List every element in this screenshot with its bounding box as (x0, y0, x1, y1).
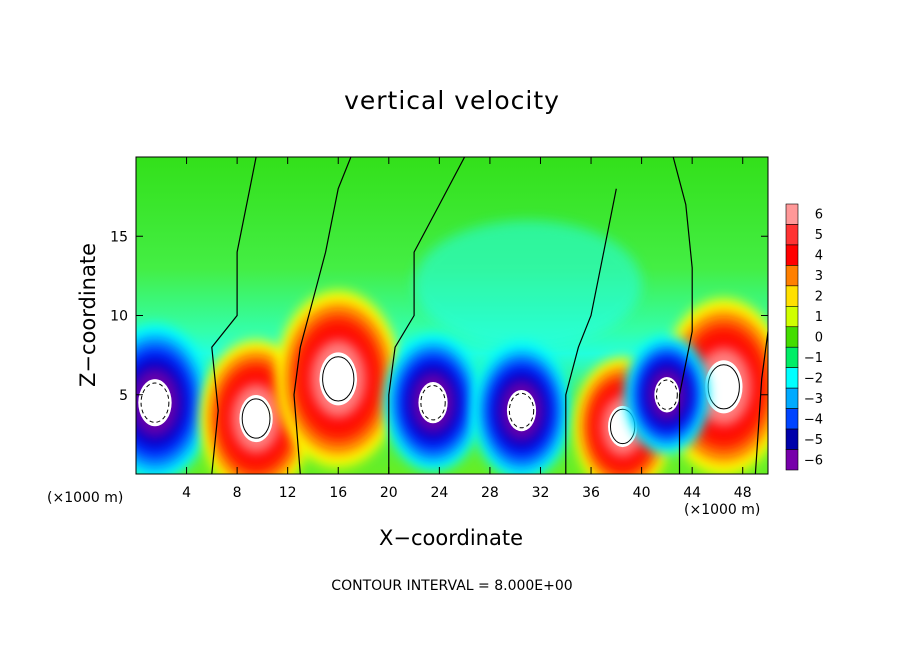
y-tick-label-15: 15 (110, 229, 128, 245)
x-tick-label-44: 44 (683, 485, 701, 501)
colorbar-swatch-2 (785, 285, 799, 307)
x-tick-label-16: 16 (329, 485, 347, 501)
colorbar-label--1: −1 (804, 351, 823, 366)
colorbar-swatch-6 (785, 203, 799, 225)
cell-contour-0 (140, 382, 170, 423)
colorbar-swatch-3 (785, 265, 799, 287)
zero-contour-4 (672, 157, 693, 474)
y-tick-label-10: 10 (110, 309, 128, 325)
cell-up-2 (275, 290, 401, 468)
colorbar-label--6: −6 (804, 453, 823, 468)
x-unit-label-left: (×1000 m) (47, 490, 124, 506)
colorbar-swatch-0 (785, 326, 799, 348)
colorbar-swatch--4 (785, 408, 799, 430)
upper-cyan-region (414, 220, 642, 348)
cell-down-4 (472, 341, 571, 474)
colorbar-label--3: −3 (804, 392, 823, 407)
colorbar-swatch--5 (785, 428, 799, 450)
cell-contour-4 (508, 392, 535, 429)
colorbar-swatch-4 (785, 244, 799, 266)
x-tick-label-8: 8 (233, 485, 242, 501)
contour-interval-note: CONTOUR INTERVAL = 8.000E+00 (331, 578, 573, 594)
colorbar-label-5: 5 (815, 228, 823, 243)
cell-contour-2 (322, 356, 355, 402)
cell-down-7 (625, 335, 709, 454)
colorbar-label-3: 3 (815, 269, 823, 284)
zero-contour-3 (565, 188, 617, 474)
x-tick-label-28: 28 (481, 485, 499, 501)
zero-contour-2 (388, 157, 466, 474)
zero-contour-0 (211, 157, 257, 474)
x-tick-label-12: 12 (279, 485, 297, 501)
cell-down-3 (384, 333, 482, 472)
heatmap-field (136, 157, 768, 474)
colorbar-swatch--2 (785, 367, 799, 389)
x-tick-label-36: 36 (582, 485, 600, 501)
colorbar-swatch-1 (785, 306, 799, 328)
x-tick-label-20: 20 (380, 485, 398, 501)
cell-contour-7 (655, 379, 678, 410)
x-unit-label-right: (×1000 m) (684, 502, 761, 518)
chart-title: vertical velocity (344, 86, 560, 115)
y-tick-label-5: 5 (119, 388, 128, 404)
x-tick-label-24: 24 (430, 485, 448, 501)
x-tick-label-4: 4 (182, 485, 191, 501)
colorbar-label-6: 6 (815, 208, 823, 223)
colorbar-swatch-5 (785, 224, 799, 246)
zero-contour-5 (754, 331, 768, 474)
colorbar-label-2: 2 (815, 290, 823, 305)
colorbar-label--4: −4 (804, 412, 823, 427)
colorbar-label--2: −2 (804, 371, 823, 386)
colorbar-swatch--1 (785, 346, 799, 368)
x-tick-label-32: 32 (532, 485, 550, 501)
colorbar-label-4: 4 (815, 249, 823, 264)
colorbar-label-0: 0 (815, 331, 823, 346)
cell-contour-1 (241, 398, 271, 439)
cell-contour-3 (420, 384, 446, 421)
colorbar-swatch--3 (785, 387, 799, 409)
colorbar-label--5: −5 (804, 433, 823, 448)
colorbar-swatch--6 (785, 449, 799, 471)
x-axis-label: X−coordinate (379, 526, 523, 550)
cell-down-0 (136, 324, 211, 474)
zero-contour-1 (293, 157, 352, 474)
x-tick-label-48: 48 (734, 485, 752, 501)
colorbar-label-1: 1 (815, 310, 823, 325)
x-tick-label-40: 40 (633, 485, 651, 501)
